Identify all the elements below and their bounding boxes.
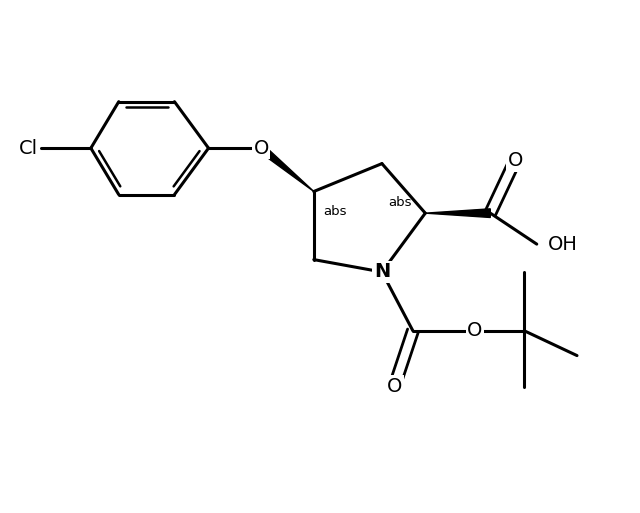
Text: O: O — [387, 377, 402, 396]
Text: O: O — [508, 151, 523, 170]
Text: abs: abs — [388, 195, 412, 208]
Text: O: O — [253, 139, 269, 157]
Text: Cl: Cl — [19, 139, 38, 157]
Polygon shape — [259, 145, 314, 191]
Text: abs: abs — [323, 205, 347, 218]
Polygon shape — [425, 209, 490, 218]
Text: O: O — [467, 321, 483, 340]
Text: OH: OH — [548, 234, 578, 253]
Text: N: N — [374, 263, 390, 282]
